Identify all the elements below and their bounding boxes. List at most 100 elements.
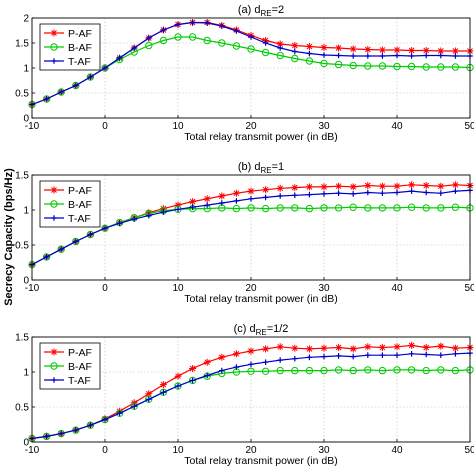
data-point [115,409,124,417]
marker-shape [349,366,357,375]
marker-shape [393,46,401,54]
data-point [73,82,79,89]
y-tick-label: 1 [23,368,29,379]
marker-shape [276,204,284,212]
data-point [174,33,182,41]
marker-shape [422,47,430,54]
marker-shape [305,57,314,65]
marker-shape [232,350,240,358]
marker-shape [57,429,65,438]
data-point [393,343,401,351]
marker-shape [277,45,283,51]
legend-label: P-AF [68,28,92,40]
marker-shape [305,204,314,213]
marker-shape [146,35,152,41]
marker-shape [422,344,430,351]
marker-shape [423,52,429,59]
marker-shape [101,224,109,232]
data-point [335,182,343,190]
panel-title-prefix: (a) d [238,4,261,16]
marker-shape [379,352,386,358]
marker-shape [320,44,328,51]
data-point [291,366,299,375]
marker-shape [43,254,50,260]
data-point [146,212,152,219]
data-point [393,62,401,71]
data-point [262,359,269,365]
marker-shape [116,55,123,61]
data-point [233,28,240,34]
marker-shape [248,196,254,202]
data-point [277,357,283,363]
marker-shape [408,188,415,194]
panel-title-sub: RE [256,328,267,337]
data-point [87,74,94,80]
marker-shape [451,181,459,189]
data-point [378,46,386,54]
data-point [379,190,386,196]
data-point [451,203,460,211]
legend-entry-b-af: B-AF [44,361,92,373]
data-point [365,189,371,196]
legend-marker [51,215,57,221]
marker-shape [349,183,357,191]
marker-shape [262,40,269,46]
marker-shape [86,421,95,429]
data-point [86,230,95,239]
data-point [423,351,429,358]
x-tick-label: 20 [245,445,257,456]
marker-shape [262,345,270,353]
data-point [451,63,460,71]
data-point [248,196,254,202]
marker-shape [160,27,167,33]
marker-shape [292,192,298,199]
data-point [408,341,416,349]
marker-shape [335,44,343,52]
plot-frame [31,336,471,443]
panel-title-prefix: (c) d [234,323,256,335]
marker-shape [378,62,387,70]
marker-shape [102,65,108,71]
data-point [146,396,152,403]
marker-shape [116,220,123,227]
marker-shape [364,204,372,212]
marker-shape [451,344,459,352]
marker-shape [72,426,80,434]
marker-shape [451,203,460,211]
marker-shape [102,225,108,231]
marker-shape [364,343,372,351]
data-point [320,44,328,51]
marker-shape [262,359,269,365]
marker-shape [320,344,328,352]
data-point [451,344,459,352]
marker-shape [43,96,50,102]
legend-entry-t-af: T-AF [44,213,91,225]
marker-shape [350,191,356,197]
data-point [378,204,387,212]
data-point [438,190,444,196]
data-point [335,190,342,196]
data-point [364,46,372,53]
data-point [146,35,152,41]
marker-shape [174,33,182,41]
data-point [291,204,299,212]
data-point [451,47,459,55]
data-point [408,351,415,357]
data-point [248,34,254,40]
data-point [452,188,459,194]
marker-shape [57,88,65,96]
data-point [203,358,211,366]
data-point [423,189,429,196]
marker-shape [379,53,386,59]
marker-shape [87,74,94,80]
marker-shape [218,192,226,200]
marker-shape [145,395,153,403]
data-point [305,57,314,65]
data-point [262,194,269,201]
data-point [291,184,299,192]
marker-shape [378,46,386,54]
data-point [305,43,313,50]
marker-shape [72,237,80,246]
data-point [72,426,80,434]
